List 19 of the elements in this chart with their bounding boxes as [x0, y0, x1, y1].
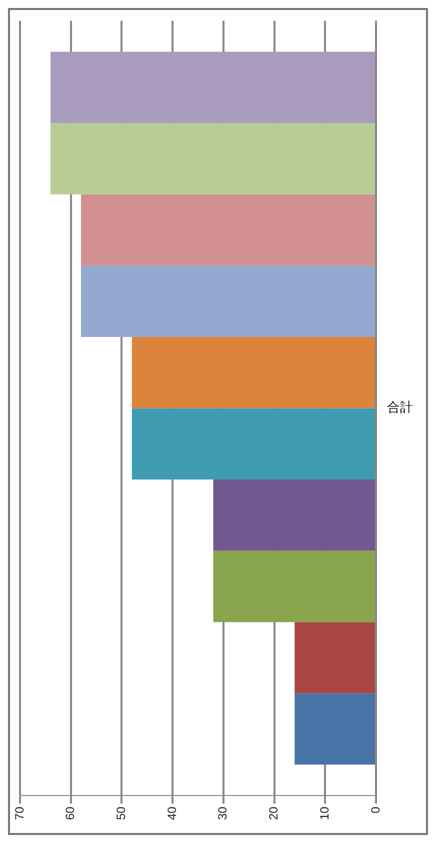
x-tick-label: 20	[266, 806, 281, 820]
x-tick-label: 0	[368, 806, 382, 814]
bar	[81, 266, 375, 337]
bar	[81, 194, 375, 266]
x-tick-label: 10	[317, 806, 332, 820]
bar	[294, 622, 375, 694]
bar	[50, 123, 375, 194]
bar	[132, 408, 375, 480]
x-tick-label: 50	[114, 806, 128, 820]
bar	[213, 480, 375, 551]
x-tick-label: 60	[63, 806, 78, 820]
y-tick-label: 合計	[387, 400, 413, 416]
bar	[50, 52, 375, 124]
bar	[294, 693, 375, 765]
x-tick-label: 30	[216, 806, 230, 820]
bar	[132, 336, 375, 408]
x-tick-label: 40	[164, 806, 179, 820]
bar	[213, 550, 375, 622]
x-tick-label: 70	[12, 806, 26, 820]
